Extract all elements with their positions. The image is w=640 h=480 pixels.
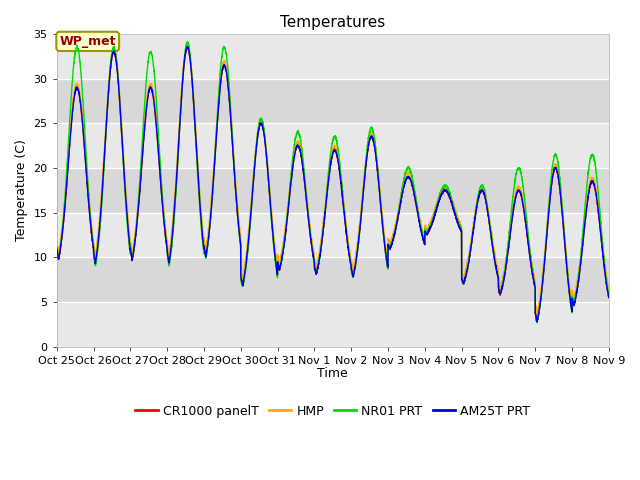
AM25T PRT (533, 319, 541, 324)
NR01 PRT (604, 291, 612, 297)
NR01 PRT (184, 39, 191, 45)
HMP (53, 239, 61, 244)
HMP (312, 265, 320, 271)
AM25T PRT (53, 245, 61, 251)
CR1000 panelT (604, 292, 612, 298)
AM25T PRT (426, 225, 434, 231)
CR1000 panelT (488, 238, 496, 244)
CR1000 panelT (152, 118, 160, 124)
Bar (57, 123, 609, 168)
AM25T PRT (604, 293, 612, 299)
Legend: CR1000 panelT, HMP, NR01 PRT, AM25T PRT: CR1000 panelT, HMP, NR01 PRT, AM25T PRT (131, 400, 535, 423)
NR01 PRT (605, 292, 612, 298)
NR01 PRT (457, 226, 465, 231)
AM25T PRT (605, 294, 612, 300)
AM25T PRT (488, 239, 496, 244)
Line: CR1000 panelT: CR1000 panelT (57, 46, 609, 322)
Bar (57, 168, 609, 213)
AM25T PRT (457, 226, 465, 232)
CR1000 panelT (184, 43, 191, 49)
CR1000 panelT (426, 225, 434, 230)
CR1000 panelT (605, 295, 612, 300)
NR01 PRT (53, 246, 61, 252)
CR1000 panelT (53, 244, 61, 250)
Bar (57, 257, 609, 302)
Y-axis label: Temperature (C): Temperature (C) (15, 139, 28, 241)
AM25T PRT (312, 272, 320, 277)
NR01 PRT (533, 320, 541, 326)
HMP (604, 286, 612, 292)
NR01 PRT (312, 270, 320, 276)
Bar (57, 79, 609, 123)
Line: HMP: HMP (57, 43, 609, 315)
Title: Temperatures: Temperatures (280, 15, 385, 30)
Bar (57, 302, 609, 347)
HMP (183, 40, 191, 46)
CR1000 panelT (312, 271, 320, 276)
HMP (152, 112, 160, 118)
Bar (57, 34, 609, 79)
X-axis label: Time: Time (317, 367, 348, 380)
NR01 PRT (426, 223, 434, 228)
NR01 PRT (152, 92, 160, 97)
HMP (605, 288, 612, 294)
NR01 PRT (488, 238, 496, 244)
AM25T PRT (184, 44, 191, 49)
AM25T PRT (152, 119, 160, 124)
Line: NR01 PRT: NR01 PRT (57, 42, 609, 323)
Bar (57, 213, 609, 257)
HMP (488, 230, 496, 236)
HMP (533, 312, 541, 318)
Text: WP_met: WP_met (60, 35, 116, 48)
CR1000 panelT (457, 227, 465, 232)
HMP (457, 222, 465, 228)
CR1000 panelT (533, 319, 541, 324)
Line: AM25T PRT: AM25T PRT (57, 47, 609, 322)
HMP (426, 219, 434, 225)
